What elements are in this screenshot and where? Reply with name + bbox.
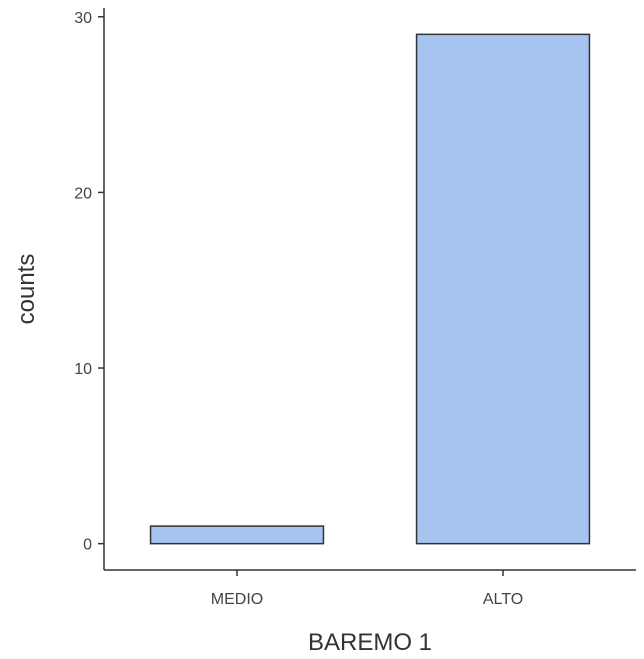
x-axis-title: BAREMO 1 xyxy=(308,629,432,656)
bar-medio xyxy=(149,525,325,545)
y-tick-label: 20 xyxy=(74,185,92,202)
bar-alto xyxy=(415,33,591,545)
x-tick-label: ALTO xyxy=(483,591,523,608)
y-tick-label: 30 xyxy=(74,10,92,27)
y-axis: 0 10 20 30 xyxy=(74,8,105,570)
y-tick-label: 0 xyxy=(83,537,92,554)
y-tick-label: 10 xyxy=(74,361,92,378)
x-tick-label: MEDIO xyxy=(211,591,263,608)
x-ticks: MEDIO ALTO xyxy=(211,570,523,608)
y-axis-title: counts xyxy=(13,254,40,325)
bars-group xyxy=(149,33,591,545)
